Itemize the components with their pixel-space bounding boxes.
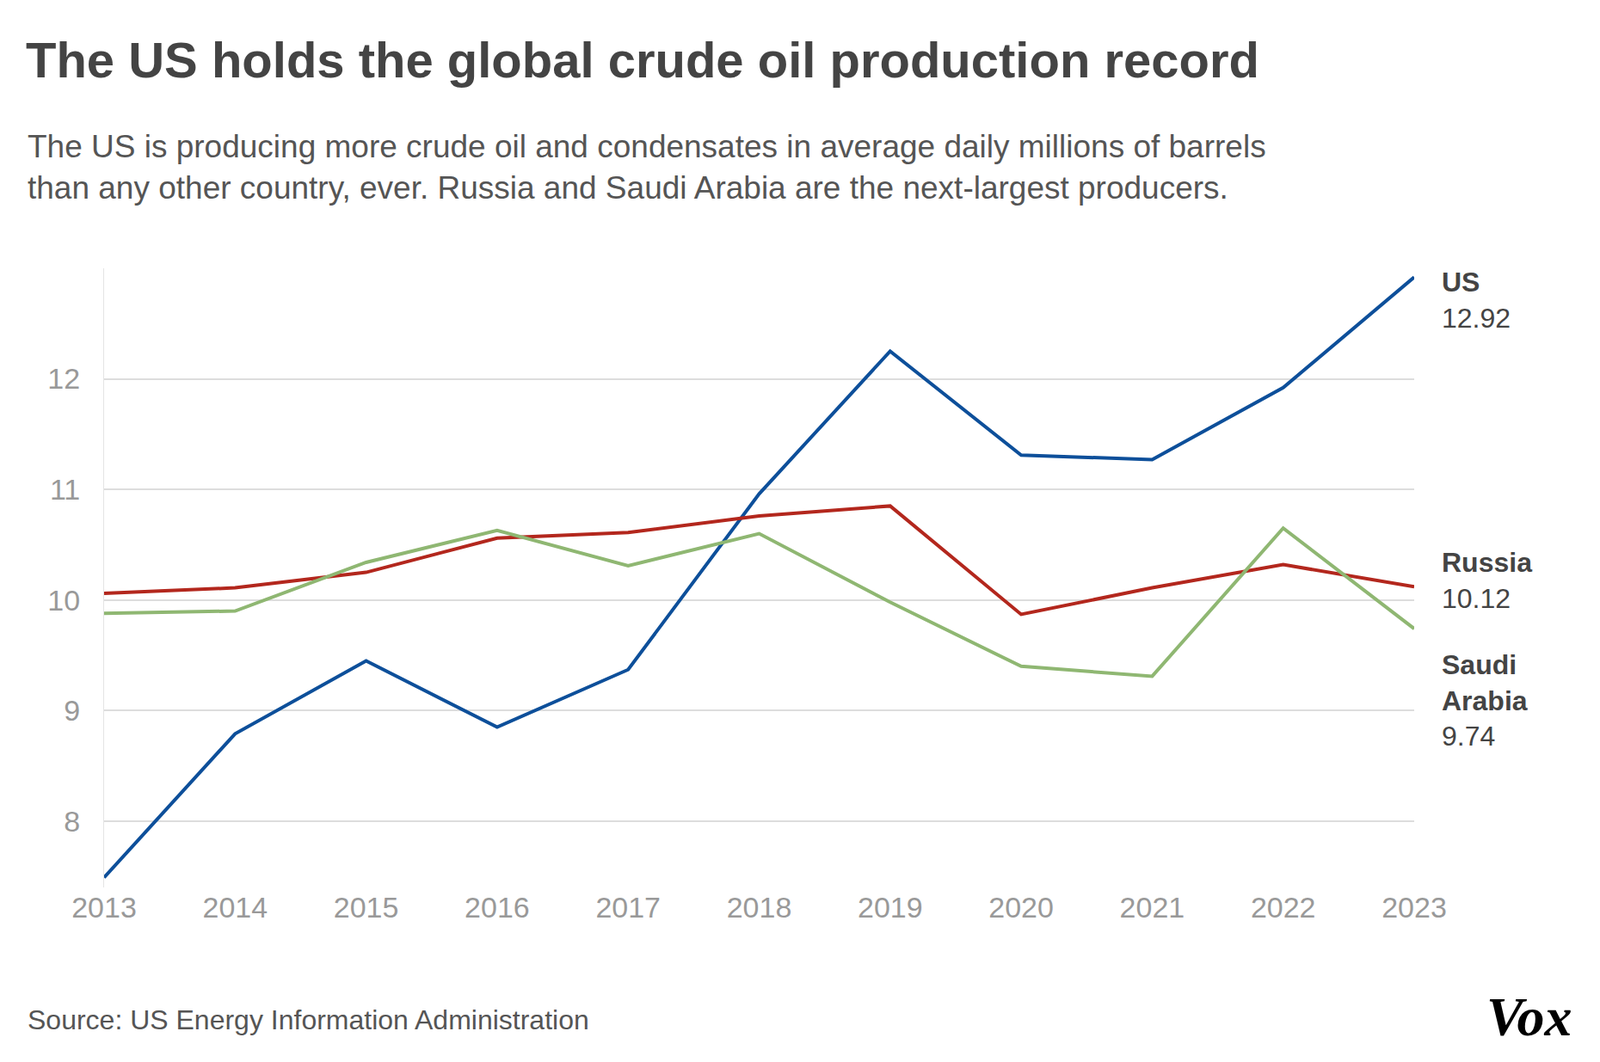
- svg-text:The US holds the global crude: The US holds the global crude oil produc…: [25, 31, 1260, 88]
- svg-text:2016: 2016: [464, 891, 530, 924]
- svg-text:2020: 2020: [988, 891, 1054, 924]
- svg-text:Vox: Vox: [1486, 986, 1573, 1048]
- svg-text:US12.92: US12.92: [1441, 266, 1511, 334]
- svg-text:10: 10: [47, 584, 80, 617]
- svg-text:SaudiArabia9.74: SaudiArabia9.74: [1441, 649, 1528, 752]
- svg-text:9: 9: [63, 694, 80, 727]
- svg-text:2021: 2021: [1120, 891, 1186, 924]
- svg-text:8: 8: [63, 805, 80, 838]
- svg-text:The US is producing more crude: The US is producing more crude oil and c…: [27, 129, 1267, 206]
- svg-text:2022: 2022: [1250, 891, 1317, 924]
- svg-text:12: 12: [47, 362, 80, 395]
- svg-text:Russia10.12: Russia10.12: [1441, 547, 1533, 615]
- svg-text:2019: 2019: [857, 891, 924, 924]
- svg-text:2017: 2017: [595, 891, 661, 924]
- svg-text:2023: 2023: [1381, 891, 1447, 924]
- svg-text:11: 11: [49, 473, 80, 506]
- svg-text:2014: 2014: [202, 891, 268, 924]
- svg-text:2015: 2015: [333, 891, 400, 924]
- svg-text:2013: 2013: [71, 891, 137, 924]
- svg-text:Source: US Energy Information: Source: US Energy Information Administra…: [27, 1004, 590, 1036]
- svg-text:2018: 2018: [726, 891, 793, 924]
